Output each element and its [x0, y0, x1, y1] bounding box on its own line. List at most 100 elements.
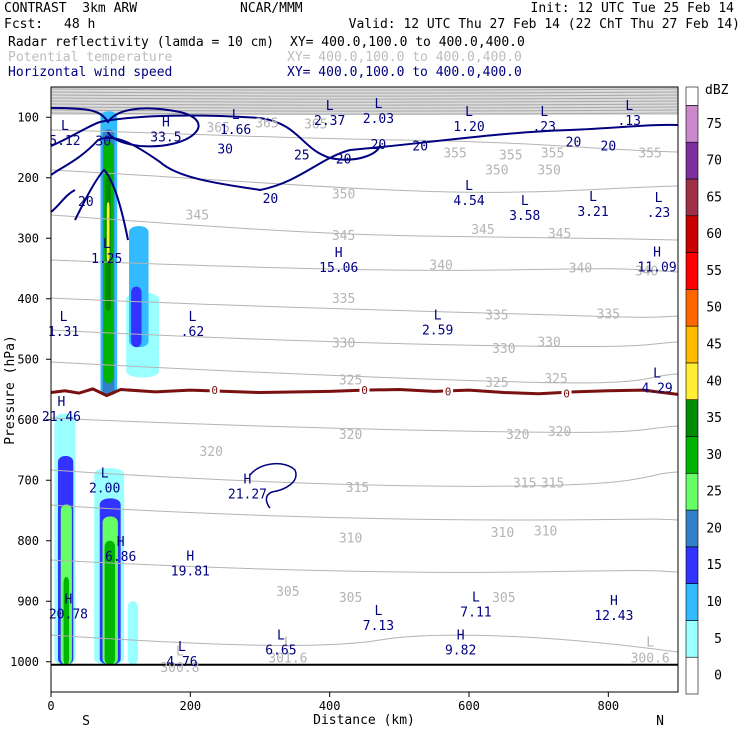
wind-extremum-value: 1.20	[453, 120, 484, 135]
theta-label: 345	[186, 208, 209, 223]
theta-label: 300.8	[160, 661, 199, 676]
wind-extremum-kind: L	[625, 99, 633, 114]
wind-extremum-kind: H	[58, 395, 66, 410]
theta-contours	[51, 129, 678, 653]
wind-extremum-kind: H	[610, 594, 618, 609]
colorbar-swatch	[685, 141, 699, 180]
freezing-level-labels: 0 0 0 0	[209, 384, 572, 401]
x-axis: 0 200 400 600 800	[47, 692, 619, 713]
colorbar-level-label: 30	[706, 448, 722, 463]
wind-extremum-kind: L	[189, 310, 197, 325]
wind-extremum-kind: L	[653, 366, 661, 381]
theta-label: 320	[548, 425, 571, 440]
colorbar-swatch	[685, 436, 699, 474]
field-name-theta: Potential temperature	[8, 50, 173, 65]
wind-contour-label: 20	[601, 139, 617, 154]
x-tick-label: 800	[597, 699, 619, 713]
wind-extremum-kind: H	[65, 593, 73, 608]
wind-extremum-value: 7.11	[460, 605, 491, 620]
theta-label: 340	[429, 258, 452, 273]
wind-extremum-value: 2.37	[314, 114, 345, 129]
colorbar-swatch	[685, 620, 699, 658]
y-tick-label: 100	[17, 110, 39, 124]
colorbar-swatch	[685, 656, 699, 695]
theta-label: 345	[332, 229, 355, 244]
theta-label: 310	[339, 531, 362, 546]
upper-theta-band	[51, 87, 678, 115]
colorbar-swatch	[685, 325, 699, 364]
theta-extremum-marker: L	[176, 644, 184, 659]
theta-label: 301.6	[268, 652, 307, 667]
wind-extremum-kind: H	[457, 628, 465, 643]
wind-extremum-value: 12.43	[594, 609, 633, 624]
field-xy-reflectivity: XY= 400.0,100.0 to 400.0,400.0	[290, 35, 525, 50]
wind-extremum-value: 11.09	[638, 260, 677, 275]
wind-extremum-kind: H	[186, 550, 194, 565]
theta-label: 300.6	[631, 652, 670, 667]
colorbar-swatch	[685, 252, 699, 290]
wind-contour-label: 20	[78, 195, 94, 210]
wind-contour-label: 20	[566, 136, 582, 151]
wind-extremum-value: 6.65	[265, 643, 296, 658]
colorbar-level-label: 5	[714, 632, 722, 647]
theta-label: 350	[485, 163, 508, 178]
colorbar-swatch	[685, 583, 699, 621]
colorbar-level-label: 0	[714, 669, 722, 684]
theta-label: 325	[339, 373, 362, 388]
freezing-level-label: 0	[445, 385, 452, 398]
wind-line-20d	[249, 463, 297, 509]
org-label: NCAR/MMM	[240, 1, 303, 16]
wind-labels: 30 30 25 20 20 20 20 20 20 20	[78, 134, 616, 210]
upper-theta-line	[51, 109, 678, 112]
freezing-label-bg	[209, 384, 220, 397]
wind-extremum-kind: L	[232, 108, 240, 123]
wind-contour-label: 30	[217, 142, 233, 157]
wind-extremum-value: 3.21	[577, 205, 608, 220]
wind-contour-label: 30	[95, 134, 111, 149]
theta-label: 315	[541, 476, 564, 491]
y-tick-label: 700	[17, 473, 39, 487]
wind-extremum-value: .23	[647, 206, 670, 221]
x-axis-label: Distance (km)	[313, 713, 415, 728]
theta-label: 345	[471, 223, 494, 238]
wind-extremum-value: .62	[181, 325, 204, 340]
y-axis: 100 200 300 400 500 600 700 800 900 1000	[10, 110, 51, 669]
wind-extremum-kind: H	[162, 115, 170, 130]
colorbar-swatch	[685, 215, 699, 253]
x-tick-label: 200	[179, 699, 201, 713]
colorbar-level-label: 45	[706, 338, 722, 353]
wind-extremum-kind: L	[589, 190, 597, 205]
wind-extremum-kind: L	[277, 628, 285, 643]
wind-extremum-value: 2.00	[89, 481, 120, 496]
wind-extremum-value: 4.76	[166, 655, 197, 670]
field-xy-theta: XY= 400.0,100.0 to 400.0,400.0	[287, 50, 522, 65]
theta-line-310	[51, 504, 678, 521]
colorbar-swatch	[685, 472, 699, 511]
reflectivity-cell	[104, 540, 116, 665]
theta-label: 355	[541, 147, 564, 162]
wind-extremum-value: 15.06	[319, 261, 358, 276]
theta-label: 340	[569, 262, 592, 277]
theta-label: 345	[548, 227, 571, 242]
wind-line-20c	[51, 189, 76, 213]
theta-label: 335	[332, 292, 355, 307]
upper-theta-line	[51, 88, 678, 91]
wind-extremum-value: 4.54	[453, 194, 484, 209]
wind-extremum-value: .23	[532, 120, 555, 135]
reflectivity-cell	[106, 201, 110, 263]
fcst-label: Fcst:	[4, 17, 44, 32]
wind-line-30	[51, 107, 200, 148]
y-tick-label: 400	[17, 292, 39, 306]
wind-extremum-kind: L	[472, 590, 480, 605]
upper-theta-line	[51, 97, 678, 100]
upper-theta-line	[51, 103, 678, 106]
wind-extremum-kind: L	[655, 191, 663, 206]
colorbar-title: dBZ	[705, 83, 729, 98]
theta-label: 315	[513, 476, 536, 491]
theta-line-345	[51, 214, 678, 241]
theta-label: 355	[638, 147, 661, 162]
theta-label: 335	[597, 307, 620, 322]
freezing-level-label: 0	[211, 384, 218, 397]
wind-extremum-value: 6.86	[105, 550, 136, 565]
wind-extremum-kind: L	[178, 640, 186, 655]
